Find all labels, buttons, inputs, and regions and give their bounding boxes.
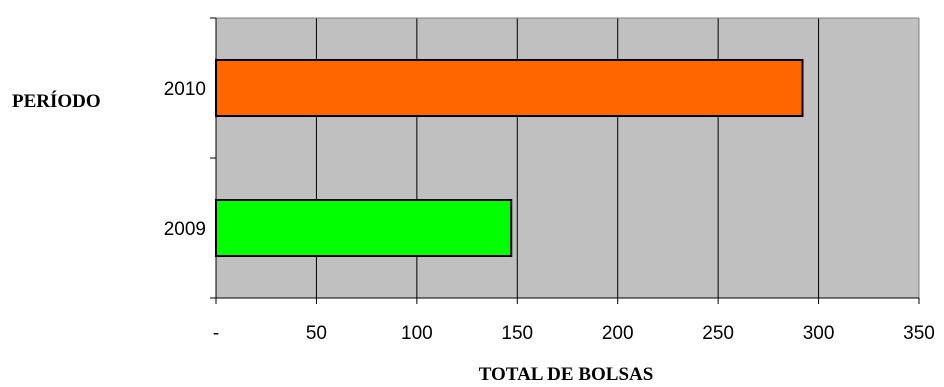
x-tick-label: 100 — [401, 323, 433, 344]
bars — [215, 59, 804, 257]
y-tick-label: 2009 — [164, 219, 206, 240]
y-axis-ticks — [210, 17, 216, 299]
bar-2009 — [215, 199, 513, 257]
x-tick-label: 200 — [602, 323, 634, 344]
x-axis-tick-labels: - 50 100 150 200 250 300 350 — [213, 323, 935, 344]
x-tick-label: 150 — [501, 323, 533, 344]
bar-2010 — [215, 59, 804, 117]
y-axis-title: PERÍODO — [12, 90, 101, 112]
x-tick-label: - — [213, 323, 219, 344]
x-tick-label: 300 — [803, 323, 835, 344]
x-tick-label: 250 — [702, 323, 734, 344]
y-axis-tick-labels: 2009 2010 — [164, 79, 206, 240]
y-tick-label: 2010 — [164, 79, 206, 100]
x-tick-label: 50 — [306, 323, 327, 344]
x-axis-title: TOTAL DE BOLSAS — [479, 364, 654, 385]
x-axis-ticks — [215, 298, 920, 304]
x-tick-label: 350 — [903, 323, 935, 344]
